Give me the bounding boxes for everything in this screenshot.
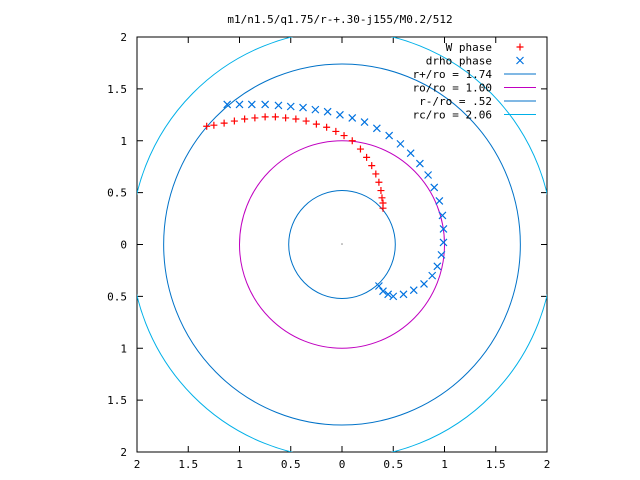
y-tick-label: 0.5 — [107, 187, 127, 200]
drho-phase-point — [439, 238, 448, 247]
drho-phase-point — [323, 107, 332, 116]
w-phase-point — [220, 119, 228, 127]
drho-phase-point — [439, 225, 448, 233]
w-phase-point — [379, 199, 387, 207]
legend-marker — [516, 43, 524, 51]
drho-phase-point — [415, 159, 424, 168]
w-phase-point — [348, 137, 356, 145]
w-phase-point — [261, 113, 269, 121]
circle-r-0-52 — [288, 190, 396, 299]
w-phase-point — [378, 194, 386, 202]
w-phase-point — [372, 170, 380, 178]
x-tick-label: 1 — [236, 458, 243, 471]
x-tick-label: 1.5 — [486, 458, 506, 471]
chart-title: m1/n1.5/q1.75/r-+.30-j155/M0.2/512 — [227, 13, 452, 26]
drho-phase-point — [399, 290, 408, 299]
w-phase-point — [302, 117, 310, 125]
drho-phase-point — [372, 124, 381, 133]
w-phase-point — [312, 120, 320, 128]
axis-ticks: 2 1.5 1 0.5 0 0.5 1 1.5 221.510.500.511.52 — [107, 31, 550, 471]
w-phase-point — [203, 122, 211, 130]
w-phase-point — [368, 162, 376, 170]
drho-phase-point — [433, 262, 442, 271]
circle-r-1-74 — [163, 63, 521, 426]
w-phase-point — [210, 121, 218, 129]
w-phase-point — [271, 113, 279, 121]
w-phase-point — [377, 187, 385, 195]
x-tick-label: 0.5 — [383, 458, 403, 471]
w-phase-point — [356, 145, 364, 153]
y-tick-label: 2 — [120, 31, 127, 44]
drho-phase-point — [428, 271, 437, 280]
y-tick-label: 2 — [120, 446, 127, 459]
w-phase-point — [292, 115, 300, 123]
drho-phase-point — [360, 118, 369, 126]
legend-label: drho phase — [426, 55, 492, 68]
legend-label: W phase — [446, 41, 492, 54]
drho-phase-point — [396, 139, 405, 148]
y-tick-label: 1 — [120, 135, 127, 148]
y-tick-label: 1.5 — [107, 394, 127, 407]
legend-label: r-/ro = .52 — [419, 95, 492, 108]
drho-phase-point — [435, 197, 444, 205]
drho-phase-point — [385, 131, 394, 140]
w-phase-point — [241, 115, 249, 123]
drho-phase-point — [409, 286, 418, 295]
drho-phase-point — [299, 103, 307, 112]
w-phase-point — [340, 132, 348, 140]
w-phase-point — [332, 127, 340, 135]
drho-phase-point — [235, 100, 244, 109]
drho-phase-point — [348, 114, 357, 122]
w-phase-point — [230, 117, 238, 125]
w-phase-point — [363, 153, 371, 161]
drho-phase-point — [374, 282, 383, 290]
x-tick-label: 1.5 — [178, 458, 198, 471]
drho-phase-point — [247, 100, 256, 109]
drho-phase-point — [420, 280, 428, 288]
x-tick-label: 0 — [339, 458, 346, 471]
drho-phase-point — [286, 102, 295, 111]
drho-phase-point — [311, 105, 320, 114]
drho-phase-point — [379, 287, 387, 296]
x-tick-label: 0.5 — [281, 458, 301, 471]
w-phase-point — [251, 114, 259, 122]
y-tick-label: 1 — [120, 342, 127, 355]
x-tick-label: 2 — [544, 458, 551, 471]
reference-circles — [137, 37, 547, 452]
circle-r-1 — [239, 140, 445, 349]
x-tick-label: 2 — [134, 458, 141, 471]
y-tick-label: 0 — [120, 239, 127, 252]
y-tick-label: 0.5 — [107, 290, 127, 303]
drho-phase-point — [223, 100, 232, 109]
w-phase-point — [323, 123, 331, 131]
drho-phase-point — [438, 211, 447, 220]
drho-phase-point — [424, 171, 433, 179]
drho-phase-point — [384, 290, 393, 299]
data-points — [203, 100, 448, 301]
x-tick-label: 1 — [441, 458, 448, 471]
legend-label: ro/ro = 1.00 — [413, 82, 492, 95]
w-phase-point — [375, 178, 383, 186]
y-tick-label: 1.5 — [107, 83, 127, 96]
drho-phase-point — [389, 292, 398, 301]
drho-phase-point — [406, 149, 415, 158]
origin-dot — [341, 243, 343, 245]
legend-marker — [516, 56, 524, 65]
drho-phase-point — [430, 183, 439, 192]
legend-label: r+/ro = 1.74 — [413, 68, 493, 81]
w-phase-point — [282, 114, 290, 122]
drho-phase-point — [274, 101, 283, 110]
drho-phase-point — [261, 100, 270, 109]
drho-phase-point — [336, 110, 344, 119]
drho-phase-point — [437, 250, 446, 259]
legend-label: rc/ro = 2.06 — [413, 109, 492, 122]
